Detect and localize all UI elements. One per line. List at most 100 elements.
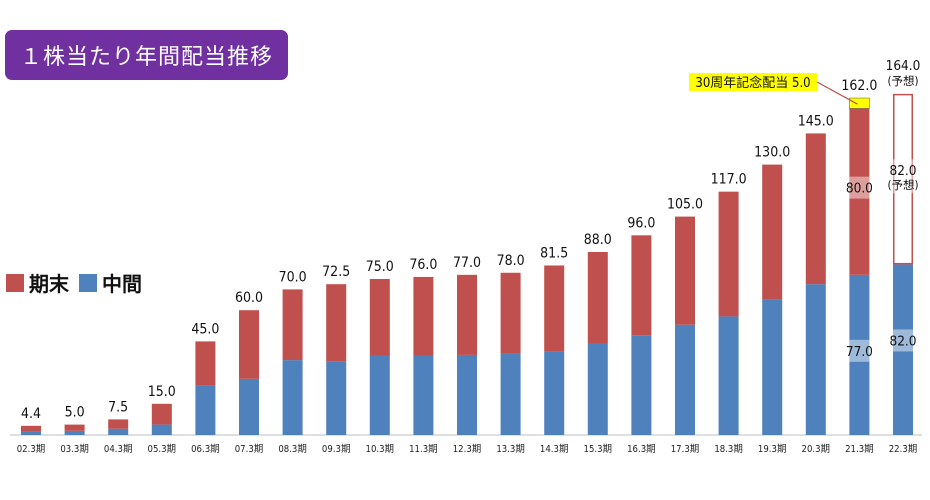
- bar-segment-chukan: [631, 335, 652, 435]
- category-label: 05.3期: [148, 444, 177, 455]
- bar-segment-chukan: [500, 353, 521, 435]
- bar-segment-kimatsu: [457, 274, 477, 355]
- total-label: 7.5: [108, 399, 128, 415]
- category-label: 18.3期: [714, 444, 743, 455]
- category-label: 17.3期: [671, 444, 700, 455]
- bar-segment-chukan: [151, 424, 172, 435]
- bar-segment-kimatsu: [631, 235, 652, 336]
- bar-segment-kimatsu: [64, 424, 85, 431]
- inner-label-bg: [893, 329, 913, 352]
- bar-segment-kimatsu: [762, 164, 783, 300]
- category-label: 20.3期: [802, 444, 831, 455]
- chart-title: １株当たり年間配当推移: [5, 30, 288, 80]
- total-label: 60.0: [235, 290, 263, 306]
- bar-segment-kimatsu: [108, 419, 129, 429]
- category-label: 22.3期: [889, 444, 918, 455]
- category-label: 16.3期: [627, 444, 656, 455]
- category-label: 13.3期: [496, 444, 525, 455]
- inner-value-label: 80.0: [846, 181, 873, 197]
- legend: 期末 中間: [6, 268, 142, 297]
- bar-segment-kimatsu: [195, 341, 216, 386]
- bar-segment-chukan: [64, 430, 85, 435]
- category-label: 06.3期: [191, 444, 220, 455]
- bar-segment-kimatsu: [21, 425, 41, 432]
- category-label: 11.3期: [409, 444, 438, 455]
- bar-segment-chukan: [849, 274, 870, 435]
- total-label: 96.0: [627, 215, 655, 231]
- category-label: 15.3期: [584, 444, 613, 455]
- total-label: 5.0: [65, 405, 85, 421]
- bar-segment-kimatsu: [151, 403, 172, 425]
- total-label: 4.4: [21, 406, 41, 422]
- total-label: 77.0: [453, 255, 481, 271]
- bar-segment-kimatsu: [805, 133, 826, 285]
- category-label: 14.3期: [540, 444, 569, 455]
- bar-segment-chukan: [282, 360, 303, 435]
- total-label: 78.0: [497, 253, 525, 269]
- category-label: 19.3期: [758, 444, 787, 455]
- category-label: 09.3期: [322, 444, 351, 455]
- bar-segment-kimatsu: [326, 284, 347, 362]
- legend-swatch-kimatsu: [6, 273, 24, 292]
- bar-segment-kimatsu: [587, 251, 608, 344]
- inner-label-bg: [849, 176, 870, 199]
- annotation-leader-line: [816, 81, 858, 105]
- bar-segment-chukan: [326, 361, 347, 435]
- legend-label-chukan: 中間: [102, 272, 142, 296]
- bar-segment-chukan: [195, 385, 216, 435]
- bar-segment-kimatsu: [849, 108, 870, 275]
- bar-segment-kimatsu-forecast: [893, 93, 913, 265]
- bar-segment-chukan: [587, 343, 608, 435]
- bar-segment-kimatsu: [369, 279, 390, 356]
- bar-segment-kimatsu: [544, 265, 565, 352]
- bar-segment-chukan: [21, 431, 41, 435]
- inner-label-bg: [849, 339, 870, 362]
- total-label: 15.0: [148, 384, 176, 400]
- category-label: 04.3期: [104, 444, 133, 455]
- total-label: 130.0: [754, 145, 790, 161]
- bar-segment-anniversary: [849, 97, 870, 109]
- bar-segment-chukan: [239, 378, 259, 435]
- total-label: 81.5: [540, 245, 568, 261]
- bar-segment-kimatsu: [675, 216, 695, 325]
- inner-label-bg: [893, 159, 913, 194]
- bar-segment-chukan: [675, 324, 695, 435]
- total-label: 76.0: [409, 257, 437, 273]
- total-label: 162.0: [841, 78, 877, 94]
- total-label: 145.0: [798, 113, 834, 129]
- total-label: 164.0: [886, 58, 921, 74]
- total-label: 117.0: [711, 172, 747, 188]
- total-label: 70.0: [279, 269, 307, 285]
- total-label: 72.5: [322, 264, 350, 280]
- bar-segment-chukan: [544, 351, 565, 435]
- total-note-label: (予想): [887, 74, 918, 88]
- bar-segment-chukan: [718, 316, 739, 435]
- category-label: 12.3期: [453, 444, 482, 455]
- annotation-label: 30周年記念配当 5.0: [695, 75, 810, 91]
- category-label: 07.3期: [235, 444, 264, 455]
- bar-segment-chukan: [108, 428, 129, 435]
- legend-label-kimatsu: 期末: [29, 272, 69, 296]
- bar-segment-chukan: [762, 299, 783, 435]
- total-label: 88.0: [584, 232, 612, 248]
- total-label: 45.0: [191, 321, 219, 337]
- inner-note-label: (予想): [887, 178, 918, 192]
- bar-segment-kimatsu: [718, 191, 739, 317]
- total-label: 105.0: [667, 197, 703, 213]
- category-label: 21.3期: [845, 444, 874, 455]
- category-label: 03.3期: [60, 444, 89, 455]
- bar-segment-chukan: [457, 354, 477, 435]
- category-label: 10.3期: [366, 444, 395, 455]
- inner-value-label: 82.0: [889, 163, 916, 179]
- legend-item-kimatsu: 期末: [6, 268, 69, 297]
- inner-value-label: 82.0: [889, 333, 916, 349]
- legend-item-chukan: 中間: [79, 268, 142, 297]
- inner-value-label: 77.0: [846, 344, 873, 360]
- bar-segment-kimatsu: [239, 310, 259, 379]
- category-label: 08.3期: [278, 444, 307, 455]
- bar-segment-kimatsu: [500, 272, 521, 354]
- bar-segment-kimatsu: [413, 276, 434, 356]
- annotation-highlight: [689, 73, 817, 91]
- bar-segment-kimatsu: [282, 289, 303, 361]
